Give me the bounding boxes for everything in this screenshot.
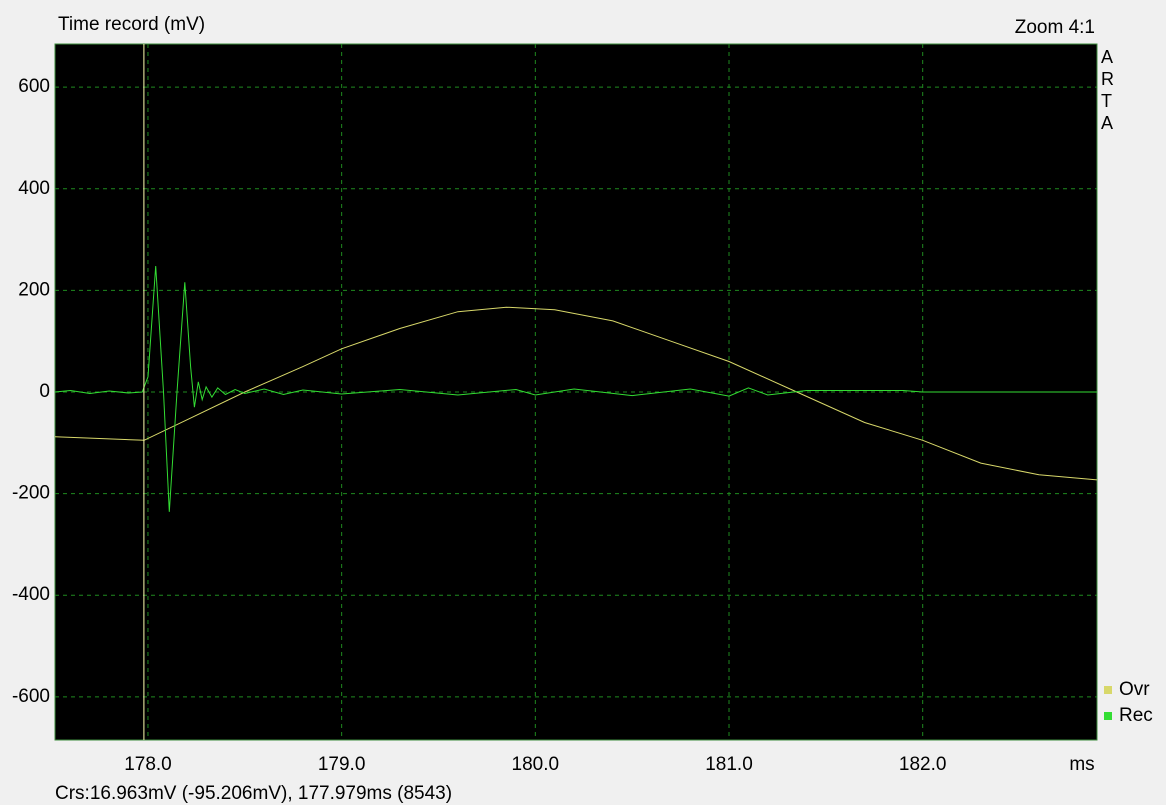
y-tick-label: -600 [12, 686, 50, 707]
status-line: Crs:16.963mV (-95.206mV), 177.979ms (854… [55, 783, 452, 804]
legend-label: Rec [1119, 705, 1153, 726]
series-line [54, 306, 1098, 481]
x-tick-label: 182.0 [899, 754, 947, 775]
legend-label: Ovr [1119, 679, 1150, 700]
x-tick-label: 179.0 [318, 754, 366, 775]
x-tick-label: 181.0 [705, 754, 753, 775]
series-line [54, 265, 1097, 512]
y-tick-label: 0 [39, 381, 50, 402]
x-tick-label: 180.0 [512, 754, 560, 775]
y-tick-label: -200 [12, 483, 50, 504]
brand: ARTA [1101, 47, 1114, 133]
zoom-label: Zoom 4:1 [1015, 17, 1095, 38]
legend-swatch [1104, 686, 1112, 694]
legend-swatch [1104, 712, 1112, 720]
x-unit: ms [1069, 754, 1094, 775]
y-tick-label: 200 [18, 279, 50, 300]
y-tick-label: 400 [18, 178, 50, 199]
x-tick-label: 178.0 [124, 754, 172, 775]
y-tick-label: -400 [12, 584, 50, 605]
y-tick-label: 600 [18, 76, 50, 97]
chart-title: Time record (mV) [58, 14, 205, 35]
